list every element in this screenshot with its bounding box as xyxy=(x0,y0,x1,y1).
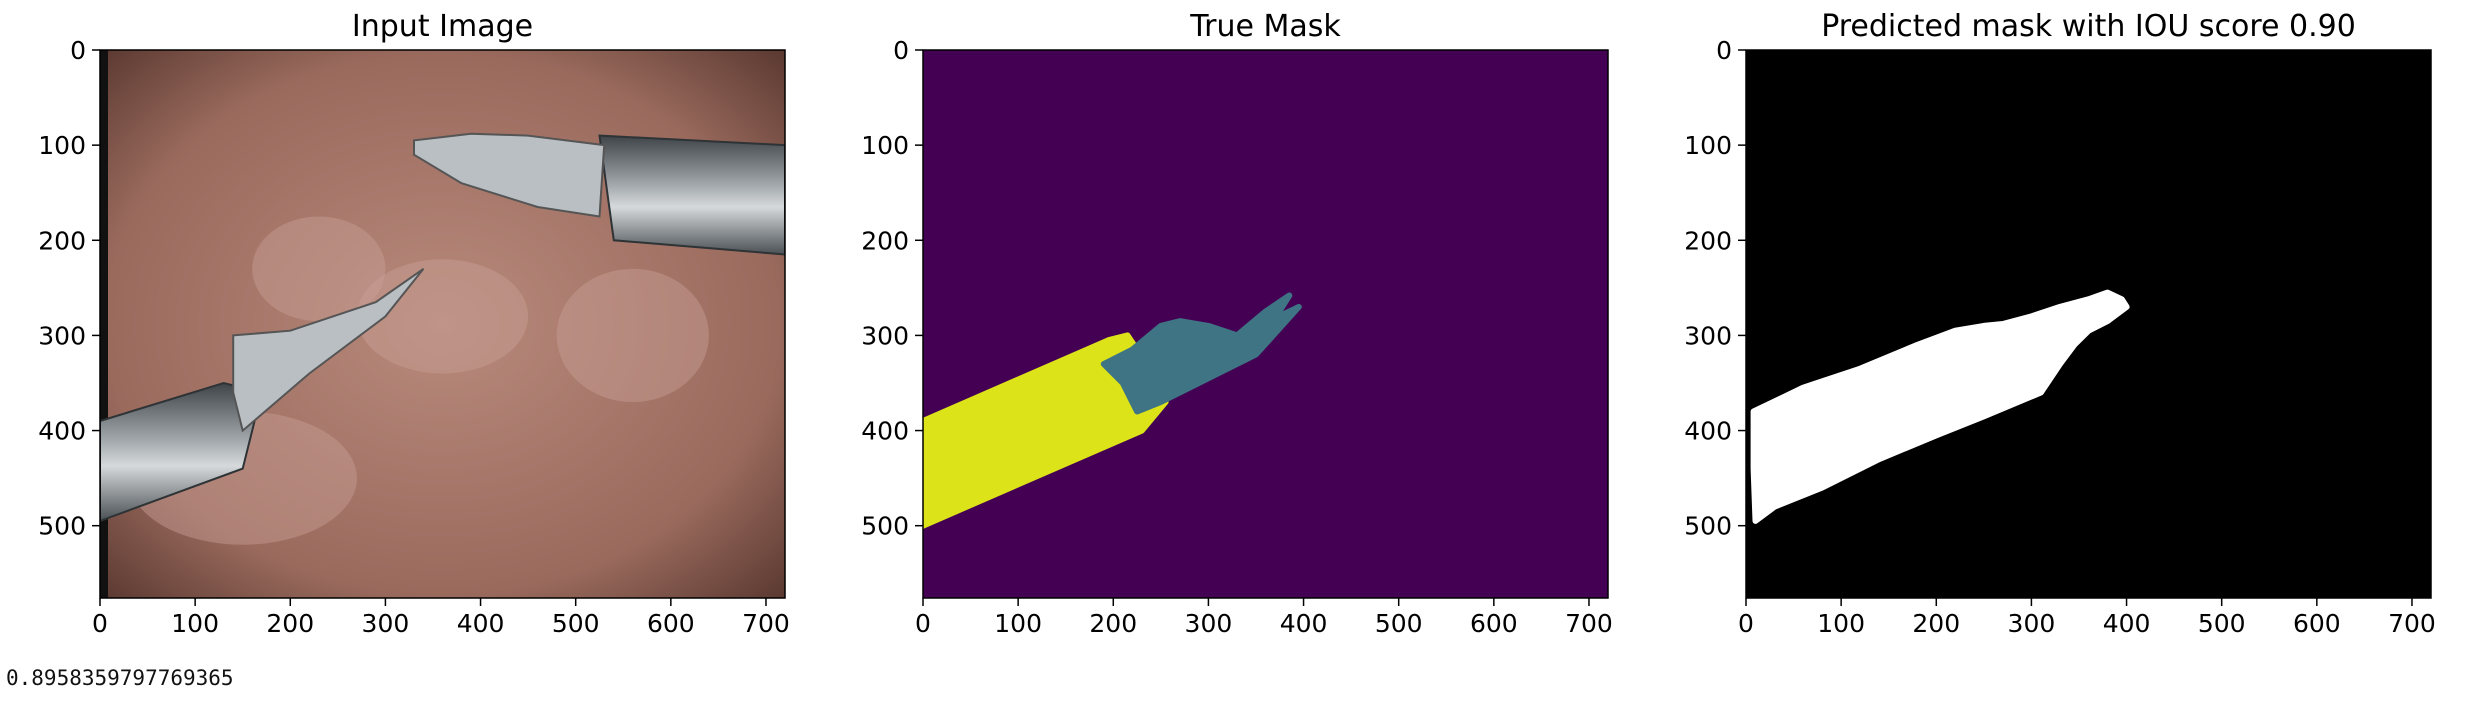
x-tick-label: 700 xyxy=(742,609,790,638)
x-tick-label: 100 xyxy=(994,609,1042,638)
x-tick-label: 0 xyxy=(92,609,108,638)
y-tick-label: 300 xyxy=(1684,321,1732,350)
x-tick-label: 400 xyxy=(457,609,505,638)
panel-3: 0 100 200 300 400 500 600 700 0 100 200 300 400 500 Pr… xyxy=(1684,9,2436,638)
tissue-highlight xyxy=(252,216,386,322)
y-tick-label: 500 xyxy=(1684,512,1732,541)
panel-2: 0 100 200 300 400 500 600 700 0 100 200 300 400 500 Tr… xyxy=(861,9,1613,638)
x-tick-label: 400 xyxy=(1280,609,1328,638)
axes-frame xyxy=(1745,49,2432,599)
y-tick-label: 200 xyxy=(1684,226,1732,255)
x-tick-label: 700 xyxy=(2388,609,2436,638)
axes-frame xyxy=(922,49,1609,599)
y-tick-label: 100 xyxy=(1684,131,1732,160)
y-tick-label: 200 xyxy=(861,226,909,255)
y-tick-label: 200 xyxy=(38,226,86,255)
axes-frame xyxy=(99,49,786,599)
y-tick-label: 400 xyxy=(1684,417,1732,446)
x-tick-label: 300 xyxy=(362,609,410,638)
x-tick-label: 0 xyxy=(915,609,931,638)
y-tick-label: 0 xyxy=(1716,36,1732,65)
x-tick-label: 500 xyxy=(552,609,600,638)
x-tick-label: 300 xyxy=(2008,609,2056,638)
x-tick-label: 100 xyxy=(171,609,219,638)
x-tick-label: 0 xyxy=(1738,609,1754,638)
plot-area xyxy=(923,50,1608,598)
x-tick-label: 200 xyxy=(1089,609,1137,638)
console-output: 0.8958359797769365 xyxy=(6,666,234,690)
panel-title: True Mask xyxy=(1189,9,1341,44)
x-tick-label: 200 xyxy=(1912,609,1960,638)
image-border xyxy=(100,50,108,598)
y-tick-label: 400 xyxy=(861,417,909,446)
plot-area xyxy=(100,50,785,598)
x-tick-label: 600 xyxy=(647,609,695,638)
x-tick-label: 100 xyxy=(1817,609,1865,638)
instrument-shaft xyxy=(598,134,785,256)
y-tick-label: 100 xyxy=(861,131,909,160)
x-tick-label: 400 xyxy=(2103,609,2151,638)
y-tick-label: 0 xyxy=(70,36,86,65)
mask-region-jaws xyxy=(1100,292,1302,415)
x-tick-label: 200 xyxy=(266,609,314,638)
y-tick-label: 100 xyxy=(38,131,86,160)
panel-title: Input Image xyxy=(352,9,533,44)
x-tick-label: 500 xyxy=(1375,609,1423,638)
x-tick-label: 600 xyxy=(1470,609,1518,638)
plot-area xyxy=(1746,50,2431,598)
panel-title: Predicted mask with IOU score 0.90 xyxy=(1821,9,2356,44)
figure: 0 100 200 300 400 500 600 700 0 100 200 300 400 500 In… xyxy=(38,9,2436,638)
panel-1: 0 100 200 300 400 500 600 700 0 100 200 300 400 500 In… xyxy=(38,9,790,638)
instrument-jaw xyxy=(232,267,425,433)
y-tick-label: 0 xyxy=(893,36,909,65)
instrument-shaft xyxy=(100,381,263,522)
x-tick-label: 500 xyxy=(2198,609,2246,638)
x-tick-label: 700 xyxy=(1565,609,1613,638)
y-tick-label: 300 xyxy=(861,321,909,350)
instrument-jaw xyxy=(413,132,606,218)
x-tick-label: 600 xyxy=(2293,609,2341,638)
y-tick-label: 400 xyxy=(38,417,86,446)
y-tick-label: 500 xyxy=(38,512,86,541)
x-tick-label: 300 xyxy=(1185,609,1233,638)
y-tick-label: 500 xyxy=(861,512,909,541)
tissue-highlight xyxy=(556,268,709,403)
y-tick-label: 300 xyxy=(38,321,86,350)
mask-region-predicted xyxy=(1750,289,2130,524)
